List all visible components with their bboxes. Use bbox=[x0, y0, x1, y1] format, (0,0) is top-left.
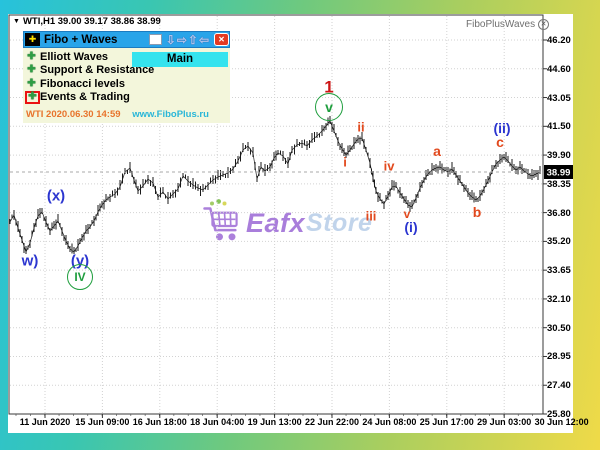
current-price-tag: 38.99 bbox=[547, 168, 571, 179]
arrow-right-icon[interactable]: ⇨ bbox=[176, 32, 187, 47]
wave-label-v: v bbox=[403, 207, 411, 221]
price-axis-label: 46.20 bbox=[547, 35, 571, 46]
chart-svg[interactable]: 38.99 bbox=[8, 14, 573, 433]
wave-label-w: w) bbox=[21, 252, 39, 270]
price-axis-label: 27.40 bbox=[547, 380, 571, 392]
time-axis-label: 19 Jun 13:00 bbox=[247, 417, 302, 427]
price-axis-label: 36.80 bbox=[547, 207, 571, 219]
price-axis-label: 33.65 bbox=[547, 265, 571, 277]
wave-label-c: c bbox=[496, 134, 504, 150]
price-axis-label: 44.60 bbox=[547, 63, 571, 75]
brand-close-icon[interactable]: ✕ bbox=[538, 19, 550, 30]
panel-title: Fibo + Waves bbox=[44, 33, 118, 46]
arrow-left-icon[interactable]: ⇦ bbox=[198, 32, 209, 47]
time-axis-label: 18 Jun 04:00 bbox=[190, 417, 245, 427]
wave-label-b: b bbox=[472, 204, 482, 220]
wave-label-iv: iv bbox=[383, 158, 395, 174]
time-axis-label: 30 Jun 12:00 bbox=[534, 417, 589, 427]
wave-label-IV: IV bbox=[74, 270, 86, 284]
plus-icon: ✚ bbox=[27, 50, 36, 62]
time-axis-label: 15 Jun 09:00 bbox=[75, 417, 130, 427]
symbol-ohlc-text: WTI,H1 39.00 39.17 38.86 38.99 bbox=[22, 16, 161, 27]
time-axis-label: 16 Jun 18:00 bbox=[132, 417, 187, 427]
chevron-down-icon[interactable]: ▼ bbox=[13, 18, 20, 25]
time-axis-label: 11 Jun 2020 bbox=[19, 417, 71, 427]
wave-label-ii: ii bbox=[357, 119, 365, 135]
wave-degree-circle bbox=[67, 264, 93, 290]
menu-item-label: Elliott Waves bbox=[40, 50, 109, 63]
main-button[interactable]: Main bbox=[132, 52, 228, 67]
wave-label-1: 1 bbox=[324, 77, 334, 97]
brand-label: FiboPlusWaves bbox=[466, 19, 536, 30]
panel-window-button[interactable] bbox=[148, 34, 162, 45]
info-website-link[interactable]: www.FiboPlus.ru bbox=[132, 109, 209, 120]
indicator-brand: FiboPlusWaves ✕ bbox=[466, 19, 550, 30]
menu-item-label: Fibonacci levels bbox=[40, 77, 125, 90]
arrow-down-icon[interactable]: ⇩ bbox=[165, 32, 176, 47]
time-axis-label: 25 Jun 17:00 bbox=[419, 417, 474, 427]
plus-icon: ✚ bbox=[27, 64, 36, 76]
wave-label-x: (x) bbox=[46, 187, 66, 205]
wave-degree-circle bbox=[315, 93, 343, 121]
panel-close-button[interactable]: ✕ bbox=[214, 33, 229, 46]
wave-label-v: v bbox=[325, 99, 333, 115]
price-axis-label: 32.10 bbox=[547, 293, 571, 305]
arrow-up-icon[interactable]: ⇧ bbox=[187, 32, 198, 47]
time-axis-label: 22 Jun 22:00 bbox=[304, 417, 360, 427]
price-axis-label: 38.35 bbox=[547, 178, 571, 190]
wave-label-iii: iii bbox=[365, 208, 377, 224]
wave-label-i: i bbox=[343, 154, 347, 170]
panel-info-line: WTI 2020.06.30 14:59 www.FiboPlus.ru bbox=[26, 109, 209, 120]
menu-item-label: Events & Trading bbox=[40, 91, 130, 104]
plus-icon: ✚ bbox=[27, 77, 36, 89]
menu-item-elliott-waves[interactable]: ✚ Elliott Waves bbox=[25, 50, 230, 64]
time-axis-label: 29 Jun 03:00 bbox=[477, 417, 532, 427]
panel-titlebar[interactable]: ✚ Fibo + Waves ⇩ ⇨ ⇧ ⇦ ✕ bbox=[23, 31, 230, 48]
menu-item-events-trading[interactable]: ✚ Events & Trading bbox=[25, 90, 230, 105]
price-axis-label: 39.90 bbox=[547, 150, 571, 162]
wave-label-i: (i) bbox=[404, 219, 418, 235]
price-axis-label: 43.05 bbox=[547, 92, 571, 104]
menu-item-support-resistance[interactable]: ✚ Support & Resistance bbox=[25, 64, 230, 78]
wave-label-ii: (ii) bbox=[493, 120, 511, 136]
indicator-menu-panel: ✚ Elliott Waves ✚ Support & Resistance ✚… bbox=[23, 48, 230, 123]
chart-plot-area[interactable]: 38.99 bbox=[8, 14, 573, 433]
info-timestamp: WTI 2020.06.30 14:59 bbox=[26, 109, 121, 120]
panel-plus-icon[interactable]: ✚ bbox=[25, 33, 40, 46]
menu-item-fibonacci-levels[interactable]: ✚ Fibonacci levels bbox=[25, 77, 230, 91]
price-axis-label: 35.20 bbox=[547, 236, 571, 248]
selection-highlight-box: ✚ bbox=[25, 90, 40, 104]
plus-icon: ✚ bbox=[28, 91, 37, 103]
wave-label-a: a bbox=[433, 143, 441, 159]
price-axis-label: 30.50 bbox=[547, 322, 571, 334]
menu-item-label: Support & Resistance bbox=[40, 64, 155, 77]
price-axis-label: 28.95 bbox=[547, 351, 571, 363]
price-axis-label: 41.50 bbox=[547, 121, 571, 133]
time-axis-label: 24 Jun 08:00 bbox=[362, 417, 417, 427]
symbol-info: ▼ WTI,H1 39.00 39.17 38.86 38.99 bbox=[13, 16, 161, 27]
price-axis-label: 25.80 bbox=[547, 409, 571, 420]
